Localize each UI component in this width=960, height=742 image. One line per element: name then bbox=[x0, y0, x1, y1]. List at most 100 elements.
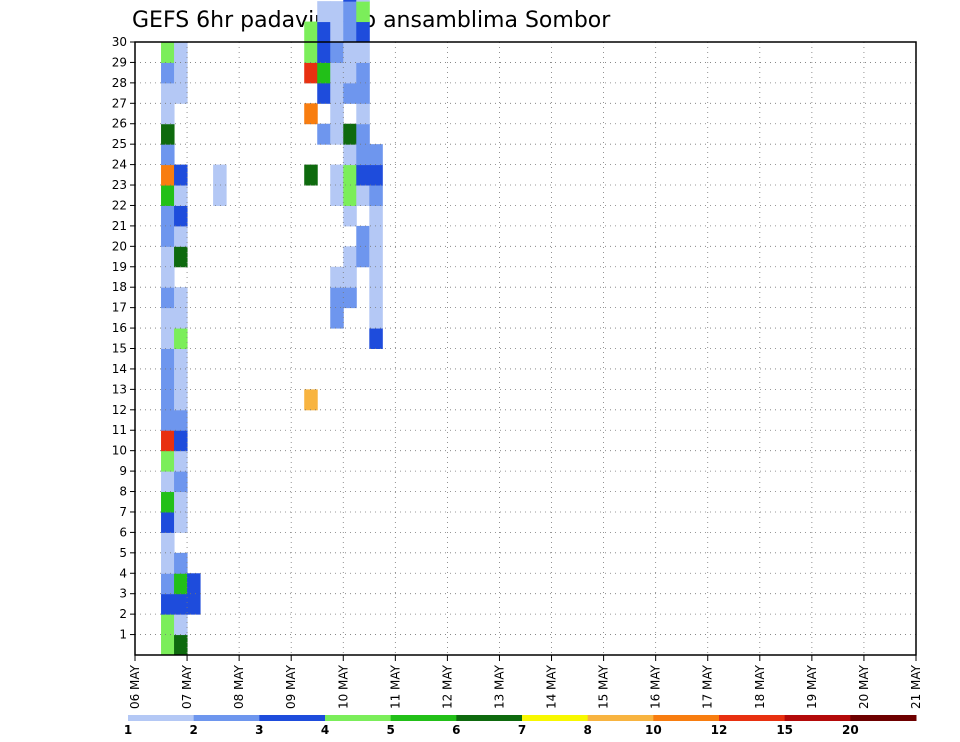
y-tick-label: 6 bbox=[119, 525, 127, 539]
heatmap-cell bbox=[174, 409, 188, 431]
heatmap-cell bbox=[161, 246, 175, 268]
heatmap-cell bbox=[174, 368, 188, 390]
x-tick-label: 12 MAY bbox=[440, 664, 454, 709]
heatmap-cell bbox=[369, 185, 383, 206]
heatmap-cell bbox=[161, 409, 175, 431]
heatmap-cell bbox=[213, 164, 227, 186]
heatmap-cell bbox=[187, 593, 201, 615]
heatmap-cell bbox=[213, 185, 227, 206]
legend-swatch bbox=[784, 715, 851, 721]
legend-label: 20 bbox=[842, 723, 859, 737]
y-tick-label: 24 bbox=[112, 158, 127, 172]
heatmap-cell bbox=[369, 205, 383, 227]
heatmap-cell bbox=[161, 348, 175, 370]
y-tick-label: 19 bbox=[112, 260, 127, 274]
heatmap-cell bbox=[369, 246, 383, 268]
y-tick-label: 16 bbox=[112, 321, 127, 335]
legend-swatch bbox=[325, 715, 392, 721]
heatmap-cell bbox=[330, 123, 344, 145]
heatmap-cell bbox=[330, 307, 344, 329]
legend-swatch bbox=[850, 715, 917, 721]
legend-swatch bbox=[719, 715, 786, 721]
heatmap-cell bbox=[174, 430, 188, 452]
heatmap-cell bbox=[304, 62, 318, 84]
heatmap-cell bbox=[161, 205, 175, 227]
y-tick-label: 20 bbox=[112, 239, 127, 253]
legend-label: 3 bbox=[255, 723, 263, 737]
y-tick-label: 22 bbox=[112, 198, 127, 212]
heatmap-cell bbox=[317, 1, 331, 23]
y-tick-label: 4 bbox=[119, 566, 127, 580]
heatmap-cell bbox=[161, 62, 175, 84]
y-tick-label: 14 bbox=[112, 362, 127, 376]
heatmap-cell bbox=[343, 205, 357, 227]
legend-label: 2 bbox=[189, 723, 197, 737]
legend-label: 5 bbox=[386, 723, 394, 737]
legend-label: 10 bbox=[645, 723, 662, 737]
y-tick-label: 7 bbox=[119, 505, 127, 519]
heatmap-cell bbox=[369, 287, 383, 309]
y-tick-label: 15 bbox=[112, 342, 127, 356]
heatmap-cell bbox=[330, 42, 344, 63]
heatmap-cell bbox=[174, 246, 188, 268]
heatmap-cell bbox=[330, 164, 344, 186]
y-tick-label: 23 bbox=[112, 178, 127, 192]
heatmap-cell bbox=[174, 389, 188, 411]
heatmap-cell bbox=[356, 185, 370, 206]
heatmap-cell bbox=[161, 287, 175, 309]
heatmap-cells bbox=[161, 0, 383, 656]
y-tick-label: 11 bbox=[112, 423, 127, 437]
heatmap-cell bbox=[161, 573, 175, 595]
heatmap-cell bbox=[330, 185, 344, 206]
heatmap-cell bbox=[304, 164, 318, 186]
heatmap-cell bbox=[161, 450, 175, 472]
heatmap-cell bbox=[343, 144, 357, 166]
heatmap-cell bbox=[161, 368, 175, 390]
heatmap-cell bbox=[317, 62, 331, 84]
heatmap-cell bbox=[343, 42, 357, 63]
legend-label: 8 bbox=[583, 723, 591, 737]
heatmap-cell bbox=[161, 471, 175, 493]
heatmap-cell bbox=[330, 1, 344, 23]
legend-swatch bbox=[522, 715, 589, 721]
legend-swatch bbox=[390, 715, 457, 721]
heatmap-cell bbox=[343, 164, 357, 186]
color-legend: 1 2 3 4 5 6 7 8 10 12 15 20 bbox=[124, 715, 917, 737]
x-tick-label: 16 MAY bbox=[649, 664, 663, 709]
legend-swatch bbox=[456, 715, 523, 721]
heatmap-cell bbox=[356, 62, 370, 84]
heatmap-cell bbox=[174, 471, 188, 493]
y-tick-label: 27 bbox=[112, 96, 127, 110]
heatmap-cell bbox=[161, 103, 175, 125]
heatmap-cell bbox=[343, 266, 357, 288]
heatmap-cell bbox=[161, 82, 175, 104]
heatmap-cell bbox=[161, 552, 175, 574]
chart-title: GEFS 6hr padavine po ansamblima Sombor bbox=[132, 8, 611, 33]
heatmap-cell bbox=[356, 0, 370, 2]
heatmap-cell bbox=[356, 1, 370, 23]
legend-swatch bbox=[128, 715, 195, 721]
heatmap-cell bbox=[356, 103, 370, 125]
heatmap-cell bbox=[161, 328, 175, 349]
heatmap-cell bbox=[343, 1, 357, 23]
heatmap-cell bbox=[174, 573, 188, 595]
heatmap-cell bbox=[304, 42, 318, 63]
y-tick-label: 25 bbox=[112, 137, 127, 151]
heatmap-cell bbox=[161, 389, 175, 411]
heatmap-cell bbox=[343, 62, 357, 84]
heatmap-cell bbox=[343, 123, 357, 145]
x-tick-label: 20 MAY bbox=[857, 664, 871, 709]
x-tick-label: 09 MAY bbox=[284, 664, 298, 709]
heatmap-cell bbox=[330, 21, 344, 43]
y-tick-label: 12 bbox=[112, 403, 127, 417]
heatmap-cell bbox=[317, 123, 331, 145]
heatmap-cell bbox=[174, 348, 188, 370]
heatmap-cell bbox=[174, 225, 188, 247]
heatmap-cell bbox=[174, 287, 188, 309]
x-tick-label: 06 MAY bbox=[128, 664, 142, 709]
y-tick-label: 8 bbox=[119, 485, 127, 499]
y-tick-label: 13 bbox=[112, 382, 127, 396]
x-tick-label: 19 MAY bbox=[805, 664, 819, 709]
heatmap-cell bbox=[330, 103, 344, 125]
y-tick-label: 2 bbox=[119, 607, 127, 621]
